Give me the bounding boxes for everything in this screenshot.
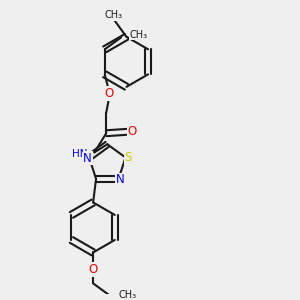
Text: O: O [105, 87, 114, 100]
Text: N: N [116, 173, 124, 186]
Text: N: N [83, 152, 92, 165]
Text: O: O [128, 125, 137, 138]
Text: CH₃: CH₃ [130, 30, 148, 40]
Text: O: O [88, 263, 98, 276]
Text: HN: HN [72, 149, 88, 159]
Text: CH₃: CH₃ [118, 290, 136, 300]
Text: CH₃: CH₃ [104, 10, 122, 20]
Text: S: S [124, 151, 132, 164]
